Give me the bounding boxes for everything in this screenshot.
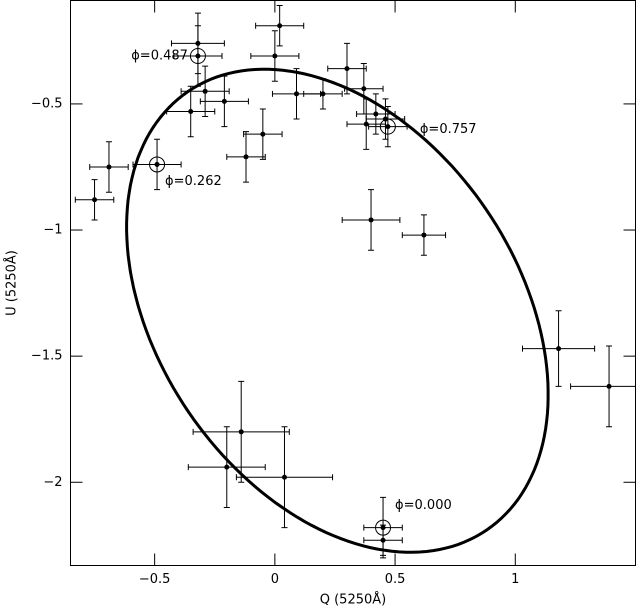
data-point	[106, 164, 112, 170]
data-point	[385, 124, 391, 130]
data-point	[195, 53, 201, 59]
data-point	[344, 66, 350, 72]
data-point	[260, 131, 266, 137]
x-tick-label: −0.5	[139, 572, 171, 587]
data-point	[368, 217, 374, 223]
y-tick-label: −2	[43, 475, 62, 490]
y-tick-label: −1	[43, 223, 62, 238]
x-axis-label: Q (5250Å)	[320, 592, 387, 608]
data-point	[277, 23, 283, 29]
data-point	[556, 346, 562, 352]
data-point	[320, 91, 326, 97]
x-tick-label: 0.5	[385, 572, 406, 587]
phase-marker	[189, 47, 206, 64]
y-tick-label: −0.5	[31, 96, 63, 111]
data-point	[188, 108, 194, 114]
data-point	[281, 474, 287, 480]
data-point	[361, 86, 367, 92]
data-point	[154, 161, 160, 167]
phase-label: ϕ=0.487	[131, 48, 188, 63]
data-point	[294, 91, 299, 97]
data-point	[382, 116, 388, 122]
x-tick-label: 1	[511, 572, 519, 587]
y-tick-label: −1.5	[31, 349, 63, 364]
data-point	[221, 98, 227, 104]
data-point	[202, 88, 208, 94]
data-point	[380, 537, 386, 543]
data-point	[224, 464, 230, 470]
x-error-bar	[570, 383, 636, 390]
data-point	[606, 383, 612, 389]
model-ellipse	[125, 67, 550, 554]
data-point	[238, 429, 244, 435]
phase-marker	[149, 156, 166, 173]
y-axis-label: U (5250Å)	[4, 250, 20, 316]
data-point	[363, 121, 369, 127]
data-point	[421, 232, 427, 238]
phase-label: ϕ=0.262	[165, 174, 222, 189]
phase-label: ϕ=0.757	[420, 122, 477, 137]
data-point	[373, 111, 379, 117]
data-point	[272, 53, 278, 59]
x-tick-label: 0	[271, 572, 279, 587]
data-point	[92, 197, 98, 203]
phase-label: ϕ=0.000	[395, 498, 452, 513]
data-point	[243, 154, 249, 160]
plot-frame	[70, 0, 636, 566]
